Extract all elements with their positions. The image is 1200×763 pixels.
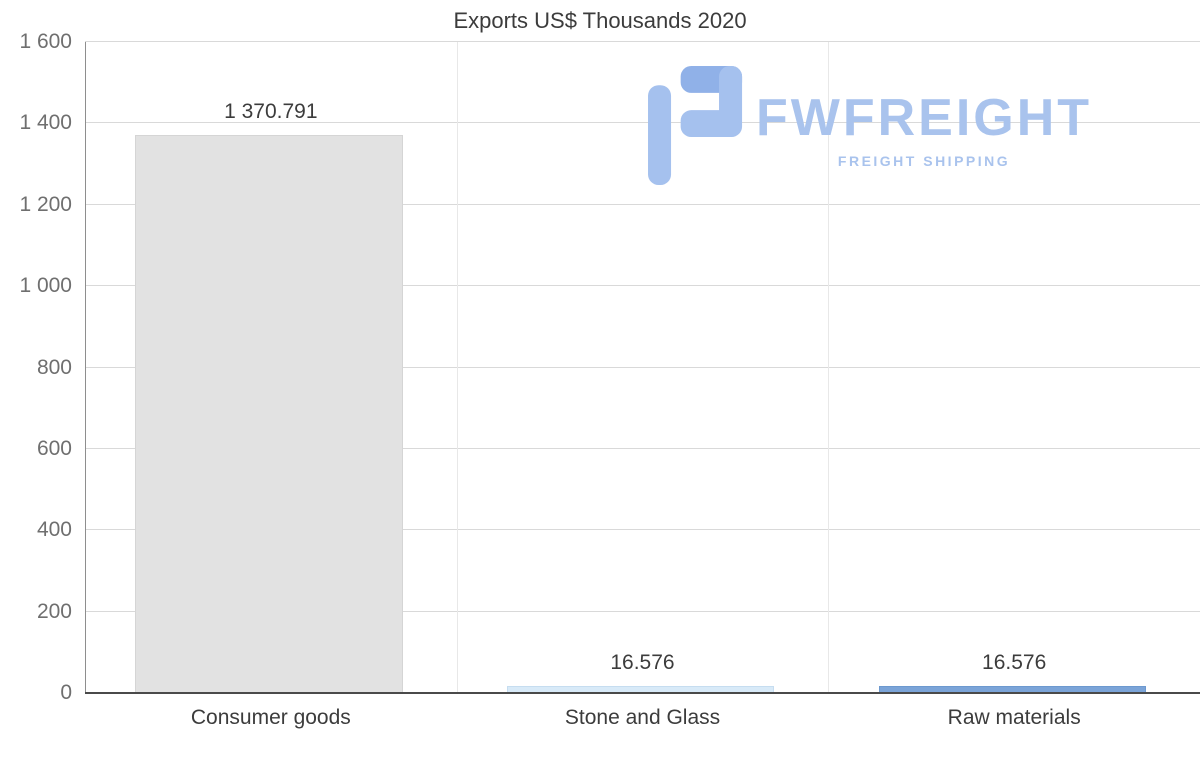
category-separator-line: [456, 42, 458, 693]
gridline: [85, 529, 1200, 531]
bar-cell: 1 370.791: [85, 42, 457, 693]
y-tick-label: 800: [36, 355, 72, 379]
gridline: [85, 366, 1200, 368]
gridline: [85, 610, 1200, 612]
gridline: [85, 285, 1200, 287]
gridline: [85, 41, 1200, 42]
x-axis-line: [85, 692, 1200, 694]
y-tick-label: 600: [36, 436, 72, 460]
y-axis-line: [85, 42, 86, 693]
y-tick-label: 400: [36, 518, 72, 542]
bar-value-label: 1 370.791: [224, 100, 318, 124]
y-axis-labels: 0 200 400 600 800 1 000 1 200 1 400 1 600: [0, 30, 85, 704]
y-tick-label: 1 200: [19, 192, 72, 216]
x-category-label: Consumer goods: [190, 706, 351, 729]
category-separator-line: [828, 42, 830, 693]
x-axis-category-labels: Consumer goods Stone and Glass Raw materia…: [85, 706, 1200, 730]
y-tick-label: 200: [36, 599, 72, 623]
freight-shipping-logo-icon: [648, 66, 743, 185]
x-category-label: Stone and Glass: [564, 706, 721, 729]
chart-title: Exports US$ Thousands 2020: [453, 8, 747, 33]
y-tick-label: 0: [60, 681, 72, 704]
y-tick-label: 1 400: [19, 111, 72, 135]
plot-area: 1 370.791 16.576 16.576: [85, 41, 1200, 693]
gridline: [85, 447, 1200, 449]
logo-title: FWFREIGHT: [756, 89, 1093, 147]
gridline: [85, 203, 1200, 205]
logo-tagline: FREIGHT SHIPPING: [837, 153, 1011, 169]
bar-value-label: 16.576: [982, 651, 1047, 675]
bar-value-label: 16.576: [610, 651, 675, 675]
logo-text-block: FWFREIGHT FREIGHT SHIPPING: [756, 92, 1092, 169]
bar-consumer-goods: [135, 135, 403, 693]
gridline: [85, 122, 1200, 124]
x-category-label: Raw materials: [947, 706, 1081, 729]
y-tick-label: 1 600: [19, 30, 72, 53]
watermark-logo: FWFREIGHT FREIGHT SHIPPING: [648, 66, 1092, 185]
y-tick-label: 1 000: [19, 274, 72, 298]
